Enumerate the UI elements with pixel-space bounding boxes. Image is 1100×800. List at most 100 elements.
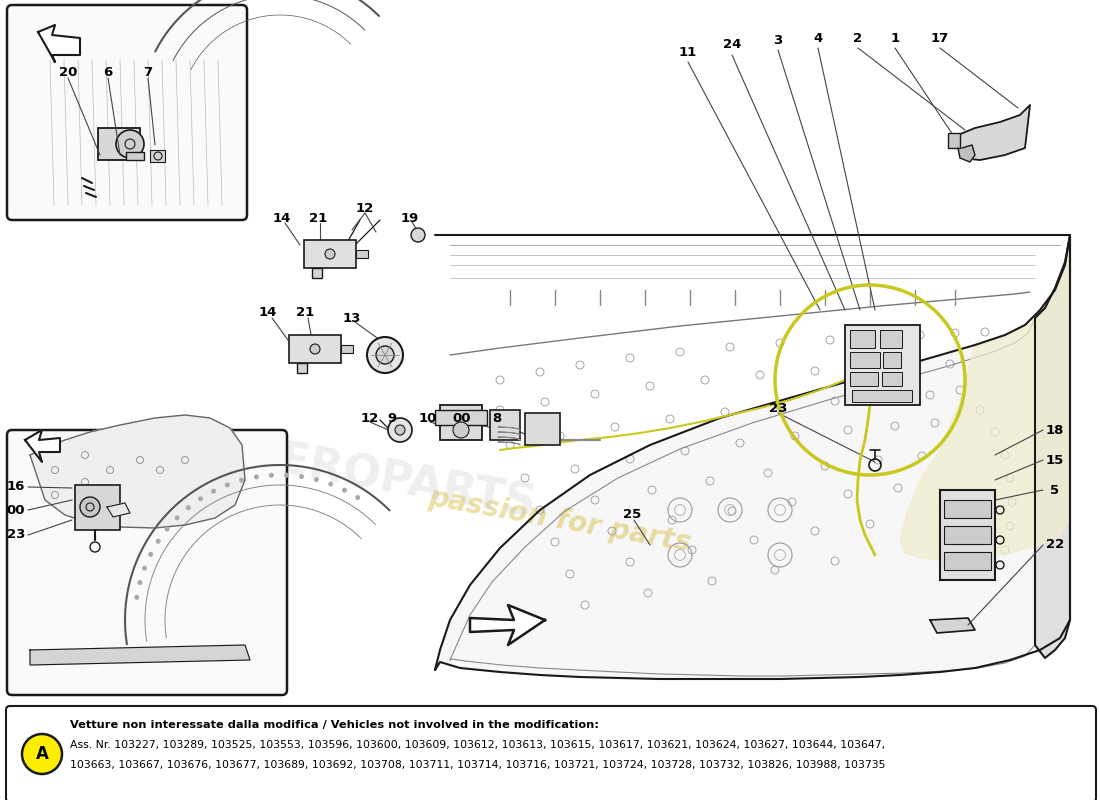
Text: 14: 14 [258,306,277,319]
Bar [850,352,880,368]
Text: 1: 1 [890,31,900,45]
Bar [490,410,520,440]
Bar [944,552,991,570]
Text: 103663, 103667, 103676, 103677, 103689, 103692, 103708, 103711, 103714, 103716, : 103663, 103667, 103676, 103677, 103689, … [70,760,886,770]
Text: 13: 13 [343,311,361,325]
Text: 2: 2 [854,31,862,45]
Circle shape [142,566,147,570]
Circle shape [376,346,394,364]
Text: 24: 24 [723,38,741,51]
Circle shape [80,497,100,517]
Text: 21: 21 [309,211,327,225]
Polygon shape [30,415,245,528]
Circle shape [198,496,204,502]
Text: 23: 23 [769,402,788,414]
Bar [150,150,165,162]
Polygon shape [1035,235,1070,658]
FancyBboxPatch shape [7,430,287,695]
Circle shape [367,337,403,373]
Polygon shape [39,25,80,62]
Text: 3: 3 [773,34,782,46]
Bar [850,330,875,348]
Circle shape [299,474,304,479]
Bar [440,405,482,440]
Text: 18: 18 [1046,423,1064,437]
Polygon shape [900,235,1070,560]
Bar [126,152,144,160]
Bar [883,352,901,368]
Circle shape [355,495,360,500]
Bar [882,372,902,386]
Text: 7: 7 [143,66,153,78]
Text: 9: 9 [387,411,397,425]
Bar [341,345,353,353]
Bar [880,330,902,348]
Text: 10: 10 [419,411,437,425]
Circle shape [239,478,244,482]
Circle shape [453,422,469,438]
Polygon shape [25,430,60,462]
Circle shape [134,595,140,600]
Circle shape [148,552,153,557]
Circle shape [314,477,319,482]
Text: 16: 16 [7,481,25,494]
Text: 25: 25 [623,509,641,522]
Text: 19: 19 [400,211,419,225]
Circle shape [284,473,289,478]
Circle shape [388,418,412,442]
Bar [297,363,307,373]
Text: 21: 21 [296,306,315,319]
Text: 00: 00 [7,503,25,517]
Polygon shape [30,645,250,665]
Text: 23: 23 [7,529,25,542]
Circle shape [165,526,169,531]
Circle shape [310,344,320,354]
Bar [845,325,920,405]
Polygon shape [958,105,1030,160]
Bar [850,372,878,386]
Circle shape [22,734,62,774]
Bar [940,490,996,580]
Text: Ass. Nr. 103227, 103289, 103525, 103553, 103596, 103600, 103609, 103612, 103613,: Ass. Nr. 103227, 103289, 103525, 103553,… [70,740,886,750]
Bar [289,335,341,363]
Circle shape [156,538,161,544]
Text: 22: 22 [1046,538,1064,551]
Bar [312,268,322,278]
Bar [98,128,140,160]
Bar [75,485,120,530]
Circle shape [138,580,142,585]
Bar [525,413,560,445]
Circle shape [211,489,216,494]
Text: 15: 15 [1046,454,1064,466]
Bar [356,250,369,258]
Polygon shape [958,145,975,162]
Polygon shape [470,605,544,645]
Bar [944,526,991,544]
Bar [944,500,991,518]
Circle shape [411,228,425,242]
Text: 00: 00 [453,411,471,425]
Circle shape [224,482,230,487]
Circle shape [395,425,405,435]
Circle shape [116,130,144,158]
Text: 4: 4 [813,31,823,45]
FancyBboxPatch shape [6,706,1096,800]
Bar [434,410,487,425]
Text: passion for parts: passion for parts [427,483,693,557]
Circle shape [324,249,336,259]
FancyBboxPatch shape [7,5,248,220]
Bar [948,133,960,148]
Polygon shape [930,618,975,633]
Bar [852,390,912,402]
Circle shape [342,488,346,493]
Text: 12: 12 [361,411,379,425]
Text: 14: 14 [273,211,292,225]
Circle shape [186,505,190,510]
Bar [304,240,356,268]
Circle shape [268,473,274,478]
Polygon shape [434,235,1070,679]
Text: 6: 6 [103,66,112,78]
Text: 17: 17 [931,31,949,45]
Text: A: A [35,745,48,763]
Text: Vetture non interessate dalla modifica / Vehicles not involved in the modificati: Vetture non interessate dalla modifica /… [70,720,600,730]
